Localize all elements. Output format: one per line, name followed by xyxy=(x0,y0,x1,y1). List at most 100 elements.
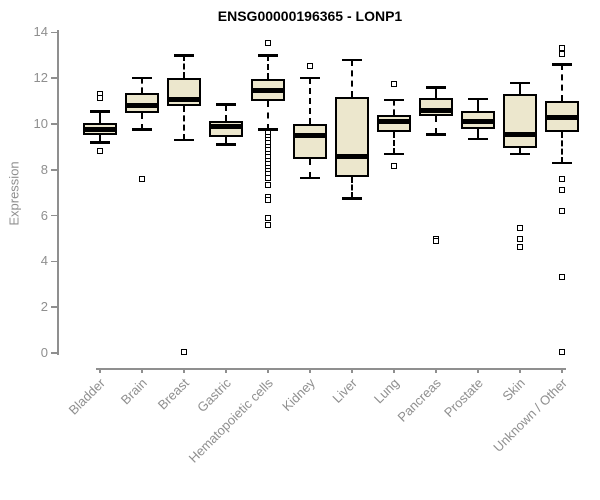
outlier-point xyxy=(517,225,523,232)
x-axis-tick xyxy=(393,368,395,373)
upper-whisker-line xyxy=(141,78,143,94)
y-tick-label: 8 xyxy=(40,161,48,177)
y-tick-label: 12 xyxy=(33,70,48,86)
outlier-point xyxy=(517,235,523,242)
upper-whisker-cap xyxy=(258,54,278,57)
lower-whisker-cap xyxy=(216,143,236,146)
y-axis-tick xyxy=(51,260,57,263)
outlier-point xyxy=(559,51,565,58)
y-tick-label: 2 xyxy=(40,299,48,315)
y-axis-tick xyxy=(51,214,57,217)
box-liver xyxy=(335,96,369,177)
upper-whisker-cap xyxy=(132,76,152,80)
outlier-point xyxy=(307,62,313,69)
y-axis-tick xyxy=(51,31,57,34)
outlier-point xyxy=(265,39,271,46)
outlier-point xyxy=(559,208,565,215)
lower-whisker-line xyxy=(309,159,311,178)
upper-whisker-line xyxy=(519,82,521,95)
lower-whisker-cap xyxy=(426,133,446,136)
lower-whisker-line xyxy=(393,132,395,154)
y-tick-label: 6 xyxy=(40,207,48,223)
upper-whisker-cap xyxy=(300,76,320,80)
y-axis-tick xyxy=(51,352,57,354)
lower-whisker-cap xyxy=(342,197,362,200)
box-kidney xyxy=(293,124,327,160)
y-axis-tick xyxy=(51,123,57,125)
outlier-point xyxy=(265,174,271,181)
lower-whisker-cap xyxy=(132,128,152,131)
x-axis-line xyxy=(96,368,566,370)
median-line xyxy=(419,107,453,113)
lower-whisker-line xyxy=(561,132,563,163)
outlier-point xyxy=(391,163,397,170)
upper-whisker-line xyxy=(99,111,101,123)
y-tick-label: 0 xyxy=(40,345,48,360)
lower-whisker-cap xyxy=(174,138,194,142)
lower-whisker-line xyxy=(267,101,269,130)
chart-title: ENSG00000196365 - LONP1 xyxy=(217,8,403,24)
median-line xyxy=(377,119,411,125)
x-axis-tick xyxy=(351,368,353,373)
lower-whisker-cap xyxy=(384,152,404,156)
upper-whisker-line xyxy=(309,78,311,124)
x-axis-tick xyxy=(435,368,437,373)
median-line xyxy=(83,127,117,133)
median-line xyxy=(125,103,159,109)
median-line xyxy=(167,97,201,103)
outlier-point xyxy=(559,45,565,52)
lower-whisker-line xyxy=(183,105,185,141)
upper-whisker-cap xyxy=(216,103,236,106)
outlier-point xyxy=(97,94,103,101)
outlier-point xyxy=(559,187,565,194)
median-line xyxy=(545,114,579,120)
y-axis-line xyxy=(57,30,59,355)
lower-whisker-cap xyxy=(552,161,572,165)
median-line xyxy=(293,132,327,138)
upper-whisker-line xyxy=(561,64,563,102)
lower-whisker-line xyxy=(141,112,143,130)
outlier-point xyxy=(139,175,145,182)
outlier-point xyxy=(559,274,565,281)
x-axis-tick xyxy=(309,368,311,373)
outlier-point xyxy=(265,196,271,203)
x-axis-tick xyxy=(519,368,521,373)
upper-whisker-cap xyxy=(384,98,404,102)
upper-whisker-line xyxy=(225,104,227,121)
box-skin xyxy=(503,94,537,149)
lower-whisker-cap xyxy=(510,152,530,156)
upper-whisker-cap xyxy=(174,54,194,57)
x-axis-tick xyxy=(561,368,563,373)
y-axis-tick xyxy=(51,77,57,79)
lower-whisker-line xyxy=(99,135,101,143)
lower-whisker-cap xyxy=(90,141,110,144)
x-axis-tick xyxy=(141,368,143,373)
x-axis-tick xyxy=(267,368,269,373)
median-line xyxy=(461,119,495,125)
upper-whisker-line xyxy=(183,55,185,79)
y-tick-label: 4 xyxy=(40,253,48,269)
y-tick-label: 10 xyxy=(33,116,48,131)
x-axis-tick xyxy=(99,368,101,373)
outlier-point xyxy=(559,348,565,355)
y-axis-label: Expression xyxy=(6,161,22,226)
y-axis-tick xyxy=(51,306,57,308)
upper-whisker-cap xyxy=(342,58,362,62)
upper-whisker-cap xyxy=(90,110,110,113)
upper-whisker-cap xyxy=(552,63,572,66)
lower-whisker-line xyxy=(519,148,521,154)
lower-whisker-line xyxy=(477,128,479,139)
lower-whisker-cap xyxy=(300,176,320,180)
x-axis-tick xyxy=(183,368,185,373)
upper-whisker-cap xyxy=(510,81,530,85)
upper-whisker-line xyxy=(393,99,395,115)
upper-whisker-line xyxy=(351,59,353,97)
lower-whisker-line xyxy=(351,176,353,199)
outlier-point xyxy=(265,221,271,228)
x-axis-tick xyxy=(225,368,227,373)
outlier-point xyxy=(559,175,565,182)
upper-whisker-line xyxy=(477,98,479,112)
upper-whisker-line xyxy=(435,87,437,98)
outlier-point xyxy=(265,214,271,221)
